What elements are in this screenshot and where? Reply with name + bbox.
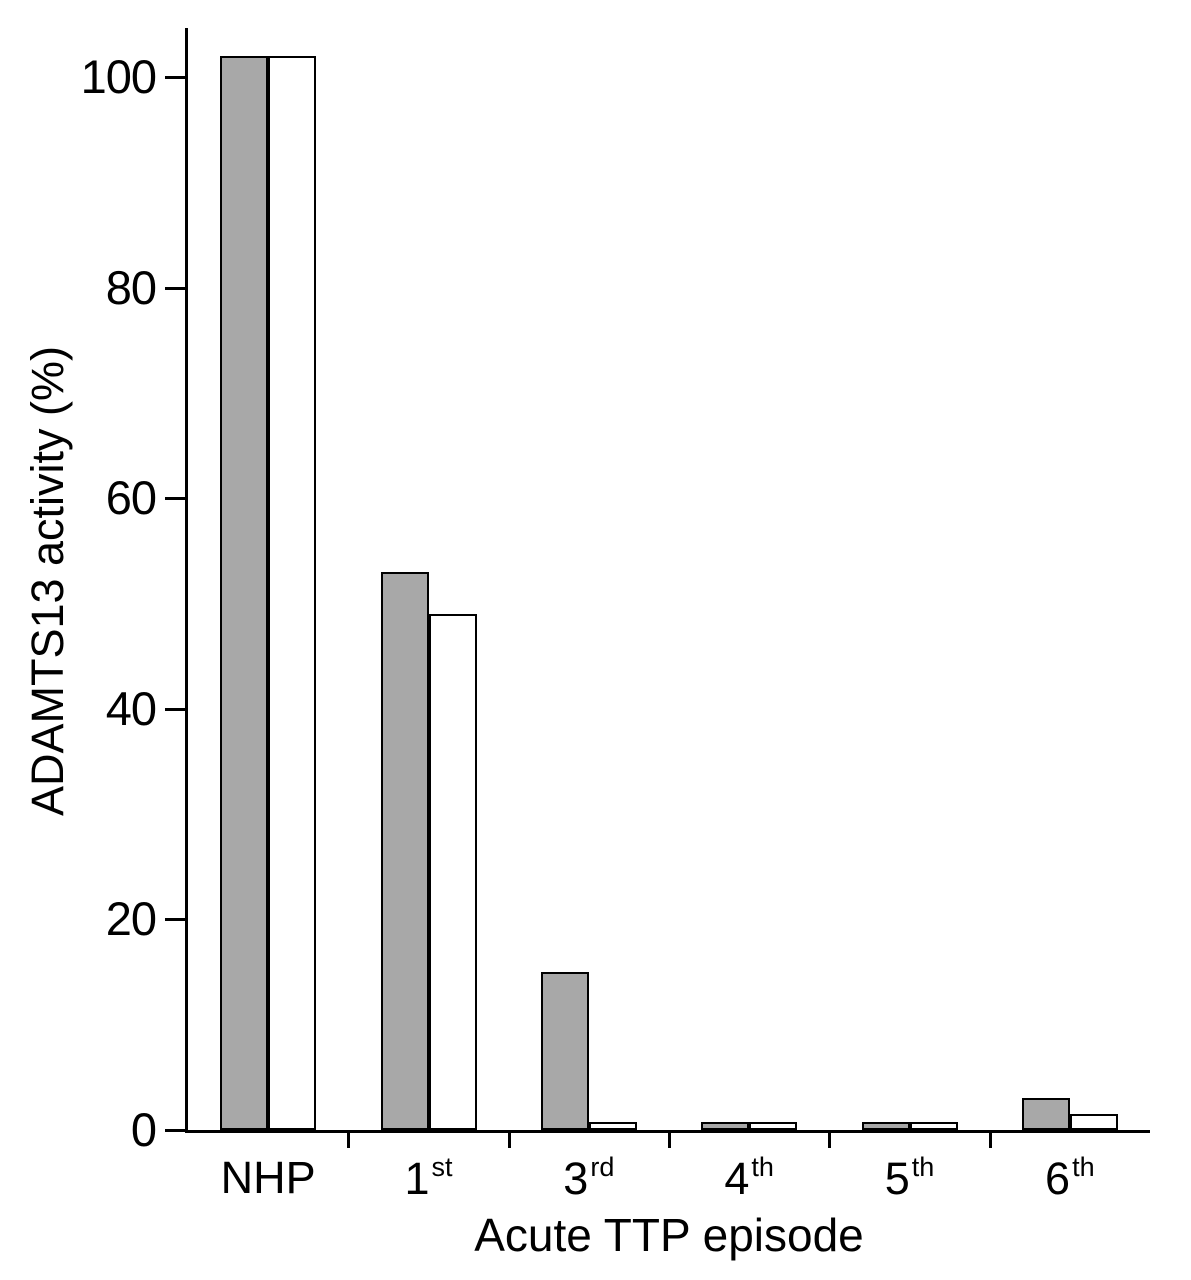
x-tick (988, 1133, 992, 1148)
white-bar-1st (428, 614, 477, 1130)
gray-bar-5th (861, 1121, 910, 1130)
white-bar-6th (1069, 1114, 1118, 1130)
gray-bar-3rd (540, 972, 589, 1130)
y-tick (165, 76, 185, 80)
gray-bar-4th (701, 1121, 750, 1130)
gray-bar-NHP (220, 56, 269, 1130)
x-tick (668, 1133, 671, 1148)
x-axis-title: Acute TTP episode (474, 1209, 864, 1261)
category-label-6th: 6th (1045, 1152, 1095, 1204)
y-tick (165, 918, 185, 922)
y-tick-label: 100 (80, 50, 157, 104)
y-tick (165, 1129, 185, 1132)
white-bar-3rd (588, 1121, 637, 1130)
y-axis-line (185, 28, 188, 1133)
gray-bar-6th (1021, 1098, 1070, 1130)
category-label-3rd: 3rd (563, 1152, 615, 1204)
y-tick (165, 497, 185, 501)
category-label-4th: 4th (724, 1152, 774, 1204)
white-bar-4th (749, 1121, 798, 1130)
gray-bar-1st (380, 572, 429, 1130)
y-tick-label: 0 (130, 1103, 157, 1156)
x-tick (507, 1133, 511, 1148)
category-label-5th: 5th (884, 1152, 935, 1204)
y-tick (165, 707, 185, 711)
x-tick (347, 1133, 351, 1148)
y-tick-label: 40 (105, 681, 157, 735)
y-tick (165, 286, 185, 290)
white-bar-5th (909, 1121, 958, 1130)
white-bar-NHP (268, 56, 317, 1130)
y-tick-label: 60 (105, 471, 157, 525)
category-label-1st: 1st (404, 1152, 453, 1204)
category-label-NHP: NHP (220, 1152, 316, 1203)
y-tick-label: 80 (105, 260, 157, 314)
y-tick-label: 20 (105, 892, 157, 946)
y-axis-title: ADAMTS13 activity (%) (22, 345, 73, 817)
x-axis-line (185, 1130, 1150, 1133)
x-tick (828, 1133, 832, 1148)
